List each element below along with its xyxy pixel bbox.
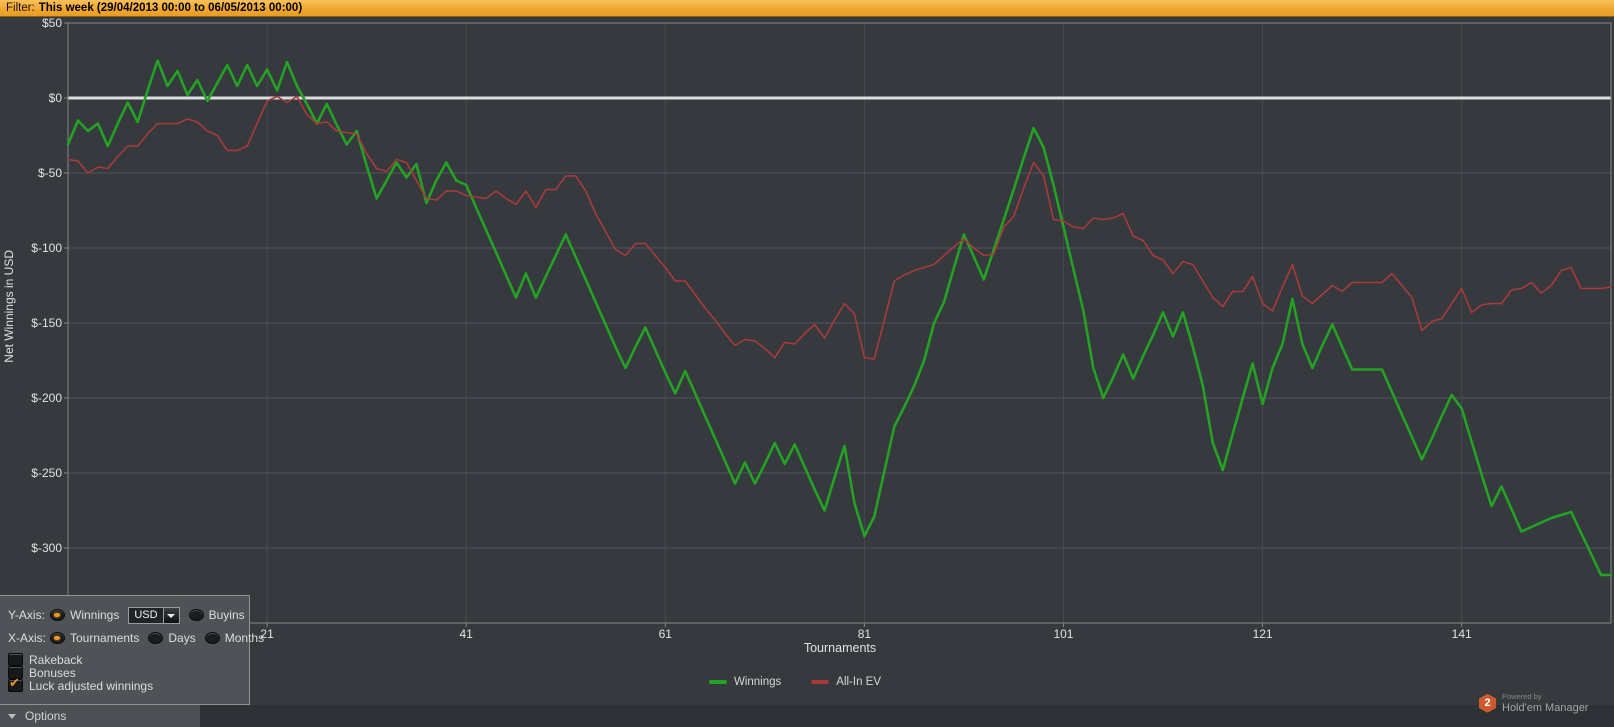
legend-label: All-In EV [836, 676, 882, 688]
y-axis-title: Net Winnings in USD [2, 250, 16, 363]
filter-label: Filter: [6, 2, 35, 14]
checkbox-row-luck-adjusted-winnings[interactable]: Luck adjusted winnings [8, 675, 245, 693]
bottom-bar: Options [0, 705, 1614, 727]
y-tick-label: $-150 [31, 316, 62, 330]
y-axis-label: Y-Axis: [8, 608, 45, 622]
radio-option-tournaments[interactable]: Tournaments [50, 631, 139, 645]
currency-value: USD [134, 608, 158, 621]
x-axis-title: Tournaments [803, 641, 877, 655]
y-tick-label: $50 [41, 16, 62, 30]
hem-branding: 2 Powered by Hold'em Manager [1479, 693, 1588, 714]
x-tick-label: 101 [1053, 627, 1074, 641]
legend-item: All-In EV [811, 676, 881, 688]
y-axis-row: Y-Axis: Winnings USD Buyins [8, 606, 245, 624]
radio-option-months[interactable]: Months [204, 631, 265, 645]
radio-option-buyins[interactable]: Buyins [188, 608, 245, 622]
y-tick-label: $-200 [31, 391, 62, 405]
hem2-logo-icon: 2 [1479, 693, 1496, 713]
radio-icon[interactable] [148, 632, 164, 644]
checkbox-label: Bonuses [29, 665, 76, 680]
options-button-label: Options [25, 709, 67, 723]
x-tick-label: 141 [1451, 627, 1472, 641]
legend-label: Winnings [733, 676, 782, 688]
filter-bar: Filter: This week (29/04/2013 00:00 to 06… [0, 0, 1614, 17]
all-in-ev-line [67, 95, 1612, 360]
chevron-down-icon [8, 713, 16, 719]
x-tick-label: 121 [1252, 627, 1273, 641]
axis-options-panel: Y-Axis: Winnings USD Buyins X-Axis: Tour… [0, 595, 264, 705]
winnings-line [66, 59, 1613, 577]
checkbox-icon[interactable] [8, 653, 23, 666]
radio-label: Winnings [70, 608, 120, 622]
y-tick-label: $-50 [37, 166, 62, 180]
radio-label: Buyins [208, 608, 245, 622]
y-tick-label: $-300 [31, 541, 62, 555]
radio-option-days[interactable]: Days [148, 631, 196, 645]
radio-icon[interactable] [50, 609, 65, 621]
legend-swatch-icon [811, 680, 830, 684]
chevron-down-icon[interactable] [162, 607, 179, 623]
chart-legend: Winnings All-In EV [0, 676, 1602, 688]
radio-label: Tournaments [70, 631, 140, 645]
legend-item: Winnings [708, 676, 782, 688]
checkbox-label: Rakeback [29, 652, 83, 667]
checkbox-checked-icon[interactable] [8, 675, 23, 692]
checkbox-row-bonuses[interactable]: Bonuses [8, 665, 245, 680]
radio-label: Months [224, 631, 265, 645]
legend-swatch-icon [708, 680, 727, 684]
radio-icon[interactable] [204, 632, 220, 644]
checkbox-label: Luck adjusted winnings [29, 678, 154, 693]
y-tick-label: $-100 [31, 241, 62, 255]
x-axis-label: X-Axis: [8, 631, 47, 645]
radio-icon[interactable] [188, 609, 204, 621]
radio-option-winnings[interactable]: Winnings [50, 608, 119, 622]
radio-label: Days [168, 631, 196, 645]
x-tick-label: 61 [658, 627, 672, 641]
x-tick-label: 21 [260, 627, 274, 641]
x-axis-row: X-Axis: Tournaments Days Months [8, 629, 264, 647]
y-tick-label: $0 [48, 91, 62, 105]
options-button[interactable]: Options [0, 705, 200, 727]
checkbox-row-rakeback[interactable]: Rakeback [8, 652, 245, 667]
currency-dropdown[interactable]: USD [128, 606, 180, 624]
app-name-label: Hold'em Manager [1502, 701, 1589, 714]
y-tick-label: $-250 [31, 466, 62, 480]
powered-by-label: Powered by [1502, 692, 1542, 701]
radio-icon[interactable] [50, 632, 65, 644]
filter-value: This week (29/04/2013 00:00 to 06/05/201… [38, 2, 303, 14]
x-tick-label: 41 [459, 627, 473, 641]
x-tick-label: 81 [857, 627, 872, 641]
